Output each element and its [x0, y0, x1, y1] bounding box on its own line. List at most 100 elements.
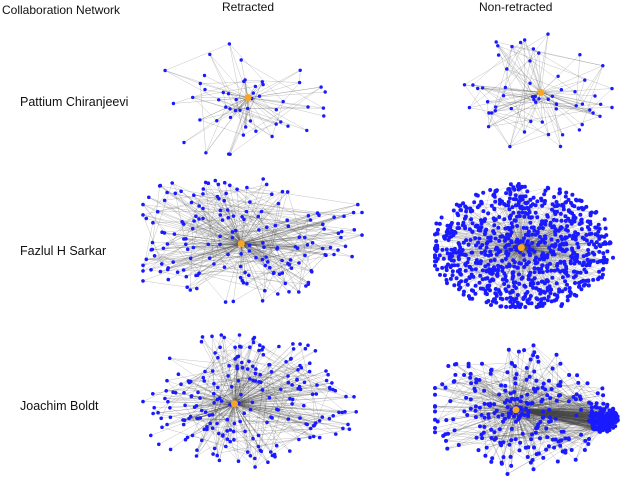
coauthor-node [463, 263, 468, 268]
coauthor-node [212, 381, 216, 386]
coauthor-node [504, 191, 509, 196]
coauthor-node [188, 414, 193, 419]
coauthor-node [528, 197, 533, 202]
coauthor-node [217, 431, 221, 436]
coauthor-node [554, 107, 558, 111]
coauthor-node [566, 437, 571, 442]
coauthor-node [528, 357, 533, 362]
coauthor-node [452, 283, 457, 288]
coauthor-node [595, 391, 600, 396]
network-graph-row3-retracted [141, 333, 358, 469]
coauthor-node [456, 213, 461, 218]
coauthor-node [201, 216, 205, 221]
coauthor-node [530, 232, 535, 237]
coauthor-node [206, 242, 211, 247]
coauthor-node [480, 86, 485, 90]
coauthor-node [251, 340, 256, 345]
coauthor-node [228, 183, 232, 188]
coauthor-node [297, 437, 301, 442]
coauthor-node [346, 422, 350, 427]
coauthor-node [222, 265, 227, 269]
coauthor-node [531, 467, 536, 472]
coauthor-node [540, 385, 545, 390]
coauthor-node [482, 218, 487, 223]
coauthor-node [203, 180, 208, 185]
coauthor-node [474, 435, 479, 440]
coauthor-node [200, 408, 204, 413]
coauthor-node [320, 246, 325, 251]
coauthor-node [444, 268, 449, 273]
coauthor-node [584, 233, 589, 237]
coauthor-node [548, 291, 553, 296]
coauthor-node [245, 450, 250, 454]
coauthor-node [511, 197, 516, 202]
coauthor-node [600, 428, 605, 433]
coauthor-node [545, 435, 550, 440]
coauthor-node [212, 262, 216, 266]
coauthor-node [445, 227, 450, 232]
coauthor-node [479, 218, 483, 223]
coauthor-node [508, 391, 513, 396]
coauthor-node [303, 253, 307, 258]
coauthor-node [286, 224, 291, 228]
coauthor-node [440, 265, 445, 270]
coauthor-node [514, 239, 519, 244]
coauthor-node [507, 442, 512, 447]
coauthor-node [239, 392, 243, 397]
coauthor-node [188, 379, 193, 384]
coauthor-node [489, 436, 494, 440]
coauthor-node [500, 413, 505, 417]
coauthor-node [192, 219, 196, 223]
coauthor-node [211, 452, 215, 456]
coauthor-node [599, 102, 603, 107]
network-nodes [433, 343, 620, 476]
coauthor-node [305, 128, 309, 133]
coauthor-node [542, 281, 547, 286]
coauthor-node [490, 456, 495, 461]
coauthor-node [248, 377, 252, 381]
coauthor-node [201, 375, 206, 380]
coauthor-node [553, 232, 558, 237]
coauthor-node [502, 217, 507, 222]
coauthor-node [342, 214, 346, 218]
coauthor-node [541, 455, 546, 460]
coauthor-node [514, 372, 519, 377]
coauthor-node [525, 189, 530, 194]
coauthor-node [552, 252, 557, 257]
coauthor-node [230, 385, 234, 389]
coauthor-node [550, 275, 555, 280]
coauthor-node [512, 364, 517, 369]
coauthor-node [215, 421, 219, 426]
coauthor-node [546, 32, 550, 36]
coauthor-node [508, 192, 513, 197]
coauthor-node [588, 213, 593, 218]
coauthor-node [462, 83, 467, 87]
coauthor-node [327, 416, 332, 421]
coauthor-node [473, 404, 478, 409]
coauthor-node [594, 210, 599, 214]
coauthor-node [231, 214, 236, 218]
coauthor-node [510, 205, 515, 210]
coauthor-node [227, 364, 231, 368]
coauthor-node [545, 269, 550, 273]
coauthor-node [606, 413, 611, 417]
coauthor-node [221, 434, 225, 438]
coauthor-node [568, 291, 573, 295]
coauthor-node [508, 247, 513, 252]
coauthor-node [458, 208, 463, 212]
coauthor-node [607, 408, 612, 413]
coauthor-node [578, 397, 583, 401]
coauthor-node [598, 114, 602, 119]
coauthor-node [595, 260, 600, 265]
coauthor-node [305, 243, 310, 247]
coauthor-node [256, 433, 261, 438]
coauthor-node [164, 389, 168, 393]
coauthor-node [225, 208, 230, 212]
coauthor-node [527, 272, 532, 277]
coauthor-node [463, 268, 468, 273]
coauthor-node [250, 400, 255, 405]
coauthor-node [226, 374, 230, 378]
coauthor-node [509, 230, 514, 235]
coauthor-node [600, 408, 605, 413]
coauthor-node [267, 395, 272, 400]
